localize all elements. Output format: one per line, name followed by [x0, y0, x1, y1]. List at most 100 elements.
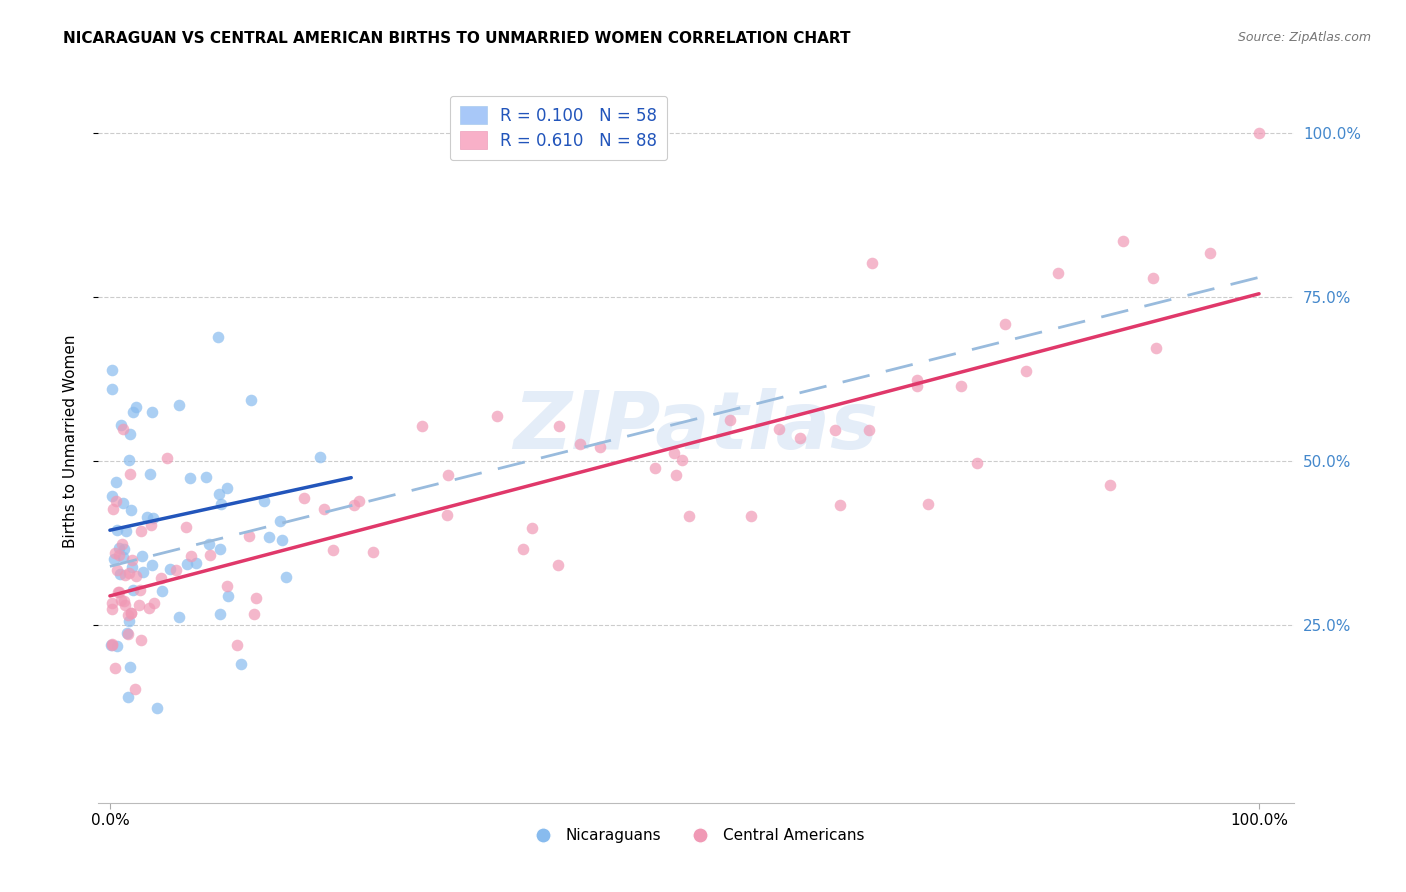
Point: [138, 600, 160, 615]
Point: [309, 450, 332, 464]
Point: [828, 498, 851, 512]
Point: [105, 639, 128, 653]
Point: [208, 541, 231, 556]
Point: [105, 475, 128, 489]
Point: [520, 521, 543, 535]
Point: [1142, 271, 1164, 285]
Point: [141, 405, 163, 419]
Point: [671, 453, 693, 467]
Point: [1099, 478, 1122, 492]
Point: [165, 563, 187, 577]
Point: [276, 570, 298, 584]
Point: [789, 431, 811, 445]
Point: [226, 638, 249, 652]
Point: [128, 598, 150, 612]
Point: [229, 657, 252, 672]
Point: [104, 546, 127, 560]
Text: ZIPatlas: ZIPatlas: [513, 388, 879, 467]
Point: [105, 562, 128, 576]
Point: [176, 558, 198, 572]
Legend: Nicaraguans, Central Americans: Nicaraguans, Central Americans: [522, 822, 870, 849]
Point: [118, 659, 141, 673]
Point: [253, 494, 276, 508]
Point: [129, 583, 152, 598]
Point: [1247, 126, 1270, 140]
Point: [100, 638, 122, 652]
Point: [215, 481, 238, 495]
Point: [115, 625, 138, 640]
Point: [312, 502, 335, 516]
Point: [114, 598, 136, 612]
Point: [361, 544, 384, 558]
Point: [159, 562, 181, 576]
Text: Source: ZipAtlas.com: Source: ZipAtlas.com: [1237, 31, 1371, 45]
Point: [125, 400, 148, 414]
Point: [662, 446, 685, 460]
Point: [108, 585, 131, 599]
Point: [101, 638, 124, 652]
Point: [905, 379, 928, 393]
Point: [120, 607, 142, 621]
Point: [644, 461, 666, 475]
Point: [243, 607, 266, 622]
Point: [167, 398, 190, 412]
Point: [112, 541, 135, 556]
Point: [238, 529, 260, 543]
Point: [108, 541, 131, 556]
Point: [118, 467, 141, 481]
Point: [135, 509, 157, 524]
Point: [117, 608, 139, 623]
Point: [547, 558, 569, 573]
Point: [198, 537, 221, 551]
Point: [1046, 266, 1069, 280]
Point: [179, 471, 201, 485]
Point: [167, 610, 190, 624]
Point: [141, 558, 163, 573]
Point: [343, 498, 366, 512]
Point: [117, 615, 139, 629]
Point: [121, 553, 143, 567]
Point: [121, 560, 143, 574]
Point: [125, 569, 148, 583]
Point: [245, 591, 267, 605]
Point: [207, 329, 229, 343]
Point: [200, 549, 222, 563]
Point: [114, 568, 136, 582]
Point: [966, 457, 988, 471]
Point: [118, 453, 141, 467]
Point: [110, 417, 132, 432]
Point: [347, 494, 370, 508]
Point: [103, 661, 125, 675]
Point: [1144, 341, 1167, 355]
Point: [121, 405, 143, 419]
Point: [143, 596, 166, 610]
Point: [110, 593, 132, 607]
Point: [118, 426, 141, 441]
Point: [740, 509, 762, 524]
Point: [107, 585, 129, 599]
Point: [547, 418, 569, 433]
Point: [184, 556, 207, 570]
Point: [485, 409, 508, 423]
Point: [122, 582, 145, 597]
Point: [209, 497, 232, 511]
Point: [131, 565, 153, 579]
Point: [101, 382, 124, 396]
Point: [240, 393, 263, 408]
Point: [1199, 245, 1222, 260]
Point: [411, 419, 433, 434]
Point: [209, 607, 232, 621]
Point: [112, 496, 135, 510]
Point: [108, 566, 131, 581]
Point: [194, 470, 217, 484]
Point: [100, 602, 122, 616]
Point: [108, 548, 131, 562]
Point: [436, 508, 458, 523]
Point: [101, 489, 124, 503]
Point: [150, 584, 173, 599]
Point: [208, 487, 231, 501]
Point: [269, 514, 291, 528]
Point: [949, 378, 972, 392]
Point: [860, 255, 883, 269]
Point: [124, 682, 146, 697]
